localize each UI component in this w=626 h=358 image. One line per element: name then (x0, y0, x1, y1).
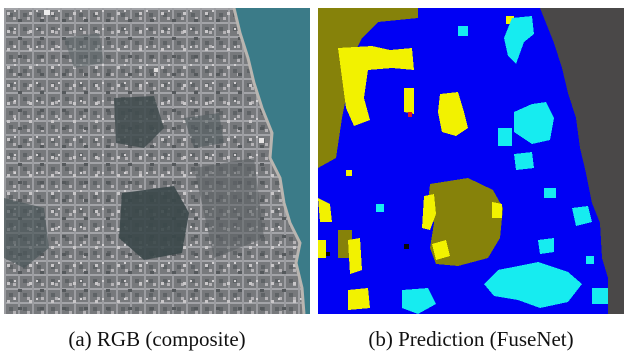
bright-building-1 (44, 10, 50, 15)
class-cyan-region-7 (484, 262, 582, 308)
class-yellow-speck-1 (506, 16, 514, 24)
caption-prediction-fusenet: (b) Prediction (FuseNet) (368, 327, 574, 351)
rgb-composite-svg (4, 8, 310, 314)
class-cyan-region-9 (592, 288, 608, 304)
class-yellow-region-3 (404, 88, 414, 114)
class-yellow-region-9 (348, 288, 370, 310)
class-cyan-speck-1 (376, 204, 384, 212)
class-cyan-region-11 (458, 26, 468, 36)
class-yellow-region-5 (432, 240, 450, 260)
class-olive-region-lower (338, 230, 352, 258)
class-cyan-region-8 (402, 288, 436, 314)
class-cyan-region-4 (514, 152, 534, 170)
class-cyan-region-1 (504, 16, 534, 64)
class-red-speck (408, 112, 412, 117)
park-patch-5 (64, 33, 104, 68)
class-cyan-region-10 (544, 188, 556, 198)
rgb-composite-image (4, 8, 310, 314)
class-yellow-region-2 (438, 92, 468, 136)
class-yellow-speck-2 (346, 170, 352, 176)
park-patch-4 (184, 113, 224, 148)
park-patch-3 (4, 198, 49, 268)
shoreline (232, 8, 306, 314)
park-patch-2 (119, 186, 189, 260)
class-black-speck-1 (326, 252, 330, 256)
class-cyan-region-5 (572, 206, 592, 226)
bright-building-3 (154, 68, 158, 72)
fusenet-prediction-image (318, 8, 624, 314)
class-yellow-region-1 (338, 46, 414, 126)
park-patch-1 (114, 96, 164, 148)
caption-rgb-composite: (a) RGB (composite) (68, 327, 246, 351)
class-yellow-region-8 (348, 238, 362, 274)
class-cyan-region-3 (498, 128, 512, 146)
class-black-speck-2 (404, 244, 409, 249)
class-yellow-region-7 (318, 198, 332, 222)
dark-urban-band (194, 158, 264, 258)
class-cyan-region-6 (538, 238, 554, 254)
class-yellow-region-4 (422, 194, 436, 230)
class-cyan-region-2 (514, 102, 554, 144)
class-yellow-region-10 (318, 240, 326, 258)
class-dark-gray-region (540, 8, 624, 314)
class-cyan-speck-2 (586, 256, 594, 264)
bright-building-2 (259, 138, 264, 143)
prediction-map-svg (318, 8, 624, 314)
class-yellow-region-6 (492, 202, 502, 218)
